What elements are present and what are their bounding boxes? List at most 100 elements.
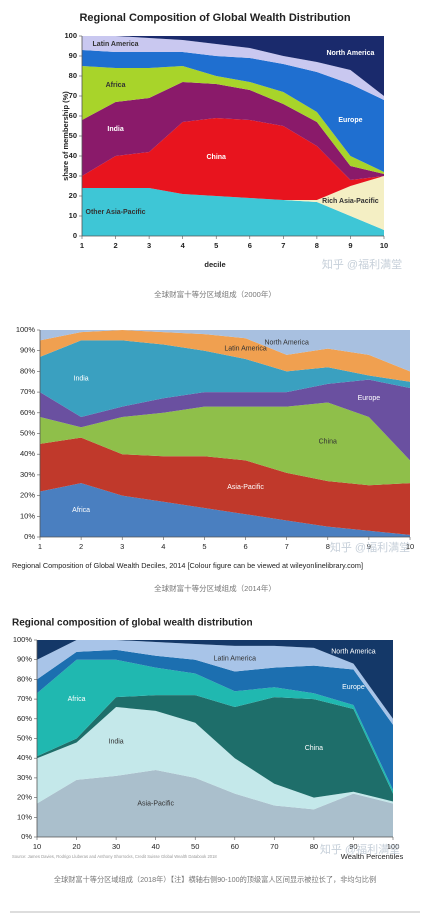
y-tick-label: 20 bbox=[69, 191, 77, 200]
area bbox=[40, 379, 410, 461]
y-tick-label: 90% bbox=[17, 655, 32, 664]
series-label: Europe bbox=[342, 684, 365, 691]
y-tick-label: 30 bbox=[69, 171, 77, 180]
area bbox=[82, 188, 384, 236]
y-tick-label: 60 bbox=[69, 111, 77, 120]
watermark: 知乎 @福利满堂 bbox=[330, 540, 410, 554]
area bbox=[82, 36, 384, 100]
area bbox=[40, 483, 410, 537]
series-label: Africa bbox=[68, 696, 86, 703]
x-axis-label: Wealth Percentiles bbox=[341, 852, 404, 861]
x-tick-label: 90 bbox=[349, 842, 357, 851]
y-tick-label: 80 bbox=[69, 71, 77, 80]
y-tick-label: 70% bbox=[20, 387, 35, 396]
y-tick-label: 60% bbox=[20, 408, 35, 417]
x-tick-label: 30 bbox=[112, 842, 120, 851]
chart-title: Regional Composition of Global Wealth De… bbox=[12, 561, 363, 570]
y-tick-label: 40% bbox=[17, 753, 32, 762]
y-tick-label: 10% bbox=[20, 511, 35, 520]
area bbox=[82, 176, 384, 230]
x-tick-label: 10 bbox=[406, 542, 414, 551]
area bbox=[82, 36, 384, 96]
area bbox=[40, 340, 410, 417]
x-tick-label: 6 bbox=[248, 241, 252, 250]
area bbox=[37, 659, 393, 794]
series-label: India bbox=[107, 126, 123, 133]
x-tick-label: 10 bbox=[33, 842, 41, 851]
series-label: Europe bbox=[338, 117, 362, 124]
area bbox=[40, 330, 410, 372]
chart-title: Regional composition of global wealth di… bbox=[12, 618, 253, 629]
area bbox=[82, 118, 384, 200]
area bbox=[40, 437, 410, 535]
x-tick-label: 8 bbox=[326, 542, 330, 551]
x-tick-label: 9 bbox=[348, 241, 352, 250]
y-tick-label: 10% bbox=[17, 812, 32, 821]
x-tick-label: 4 bbox=[161, 542, 165, 551]
x-tick-label: 4 bbox=[181, 241, 186, 250]
y-tick-label: 50% bbox=[17, 733, 32, 742]
x-tick-label: 5 bbox=[202, 542, 206, 551]
x-tick-label: 2 bbox=[79, 542, 83, 551]
series-label: China bbox=[305, 745, 323, 752]
watermark: 知乎 @福利满堂 bbox=[322, 257, 402, 271]
series-label: Africa bbox=[72, 507, 90, 514]
x-tick-label: 100 bbox=[387, 842, 400, 851]
x-tick-label: 60 bbox=[231, 842, 239, 851]
x-tick-label: 6 bbox=[243, 542, 247, 551]
area bbox=[37, 706, 393, 810]
y-tick-label: 20% bbox=[20, 491, 35, 500]
series-label: Europe bbox=[358, 395, 381, 402]
y-tick-label: 70% bbox=[17, 694, 32, 703]
series-label: Rich Asia-Pacific bbox=[322, 198, 379, 205]
y-tick-label: 80% bbox=[17, 674, 32, 683]
x-tick-label: 2 bbox=[113, 241, 117, 250]
x-tick-label: 3 bbox=[120, 542, 124, 551]
area bbox=[82, 82, 384, 180]
figure-caption: 全球财富十等分区域组成（2000年） bbox=[154, 289, 276, 299]
series-label: Latin America bbox=[224, 345, 267, 352]
y-tick-label: 0 bbox=[73, 231, 77, 240]
y-tick-label: 50 bbox=[69, 131, 77, 140]
x-tick-label: 1 bbox=[80, 241, 84, 250]
y-tick-label: 100% bbox=[13, 635, 33, 644]
y-tick-label: 40% bbox=[20, 449, 35, 458]
series-label: North America bbox=[264, 339, 308, 346]
x-tick-label: 9 bbox=[367, 542, 371, 551]
y-tick-label: 0% bbox=[21, 832, 32, 841]
x-tick-label: 40 bbox=[151, 842, 159, 851]
x-axis-label: decile bbox=[204, 260, 225, 269]
x-tick-label: 1 bbox=[38, 542, 42, 551]
y-tick-label: 40 bbox=[69, 151, 77, 160]
y-tick-label: 80% bbox=[20, 366, 35, 375]
x-tick-label: 5 bbox=[214, 241, 218, 250]
area bbox=[37, 640, 393, 725]
series-label: Africa bbox=[106, 82, 126, 89]
figure-caption: 全球财富十等分区域组成（2018年）【注】横轴右侧90-100的顶级富人区间显示… bbox=[54, 875, 376, 884]
x-tick-label: 3 bbox=[147, 241, 151, 250]
series-label: China bbox=[206, 154, 226, 161]
series-label: Latin America bbox=[214, 656, 257, 663]
y-tick-label: 30% bbox=[20, 470, 35, 479]
watermark: 知乎 @福利满堂 bbox=[320, 842, 400, 856]
area bbox=[82, 50, 384, 172]
y-tick-label: 0% bbox=[24, 532, 35, 541]
y-tick-label: 50% bbox=[20, 428, 35, 437]
x-tick-label: 8 bbox=[315, 241, 319, 250]
y-tick-label: 100 bbox=[64, 31, 77, 40]
series-label: Other Asia-Pacific bbox=[86, 209, 146, 216]
series-label: North America bbox=[326, 50, 374, 57]
x-tick-label: 7 bbox=[281, 241, 285, 250]
x-tick-label: 80 bbox=[310, 842, 318, 851]
y-tick-label: 60% bbox=[17, 714, 32, 723]
y-axis-label: share of membership (%) bbox=[61, 91, 70, 181]
source-note: Source: James Davies, Rodrigo Lluberas a… bbox=[12, 854, 217, 859]
y-tick-label: 30% bbox=[17, 773, 32, 782]
y-tick-label: 70 bbox=[69, 91, 77, 100]
series-label: Latin America bbox=[93, 41, 139, 48]
area bbox=[40, 330, 410, 382]
area bbox=[37, 640, 393, 719]
y-tick-label: 10 bbox=[69, 211, 77, 220]
